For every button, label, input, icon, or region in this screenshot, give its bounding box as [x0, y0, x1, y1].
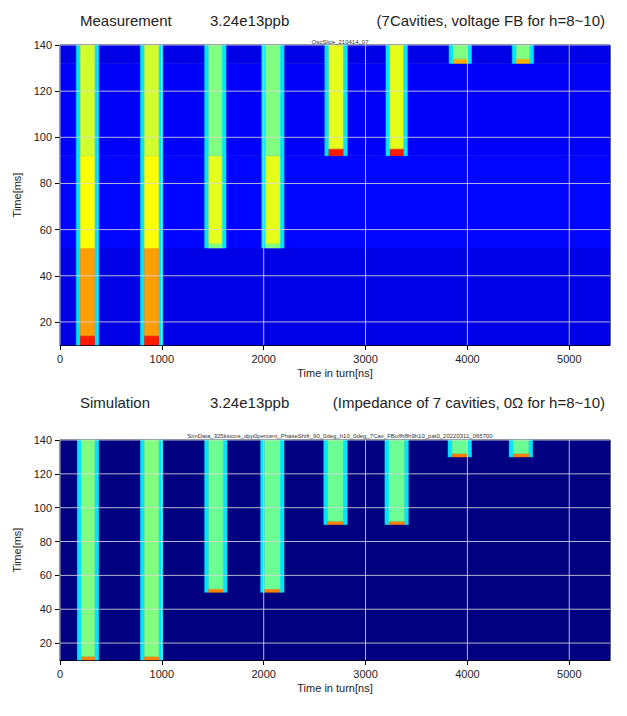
- svg-text:2000: 2000: [251, 668, 275, 680]
- svg-text:(7Cavities, voltage FB for h=8: (7Cavities, voltage FB for h=8~10): [377, 12, 605, 29]
- svg-text:3.24e13ppb: 3.24e13ppb: [210, 394, 289, 411]
- svg-text:Time[ms]: Time[ms]: [11, 528, 23, 573]
- svg-text:4000: 4000: [455, 353, 479, 365]
- svg-text:80: 80: [40, 536, 52, 548]
- svg-text:120: 120: [34, 85, 52, 97]
- svg-text:1000: 1000: [150, 353, 174, 365]
- svg-text:OscSlice_210414_07: OscSlice_210414_07: [311, 39, 369, 45]
- svg-text:140: 140: [34, 434, 52, 446]
- svg-text:0: 0: [57, 668, 63, 680]
- svg-text:60: 60: [40, 569, 52, 581]
- svg-text:3.24e13ppb: 3.24e13ppb: [210, 12, 289, 29]
- svg-text:40: 40: [40, 270, 52, 282]
- svg-text:Measurement: Measurement: [80, 12, 173, 29]
- svg-text:80: 80: [40, 177, 52, 189]
- svg-text:3000: 3000: [353, 353, 377, 365]
- svg-text:Simulation: Simulation: [80, 394, 150, 411]
- svg-text:40: 40: [40, 603, 52, 615]
- svg-text:2000: 2000: [251, 353, 275, 365]
- svg-text:60: 60: [40, 224, 52, 236]
- svg-text:Time in turn[ns]: Time in turn[ns]: [297, 367, 372, 379]
- svg-text:5000: 5000: [557, 668, 581, 680]
- svg-text:3000: 3000: [353, 668, 377, 680]
- svg-text:140: 140: [34, 39, 52, 51]
- svg-text:100: 100: [34, 131, 52, 143]
- svg-text:Time[ms]: Time[ms]: [11, 173, 23, 218]
- svg-text:Time in turn[ns]: Time in turn[ns]: [297, 682, 372, 694]
- svg-text:5000: 5000: [557, 353, 581, 365]
- svg-text:20: 20: [40, 316, 52, 328]
- svg-text:100: 100: [34, 502, 52, 514]
- svg-text:1000: 1000: [150, 668, 174, 680]
- svg-text:0: 0: [57, 353, 63, 365]
- svg-text:20: 20: [40, 637, 52, 649]
- svg-text:SimData_325ksions_dpp0percent_: SimData_325ksions_dpp0percent_PhaseShift…: [187, 433, 493, 439]
- svg-text:120: 120: [34, 468, 52, 480]
- svg-text:4000: 4000: [455, 668, 479, 680]
- svg-text:(Impedance of 7 cavities, 0Ω f: (Impedance of 7 cavities, 0Ω for h=8~10): [333, 394, 605, 411]
